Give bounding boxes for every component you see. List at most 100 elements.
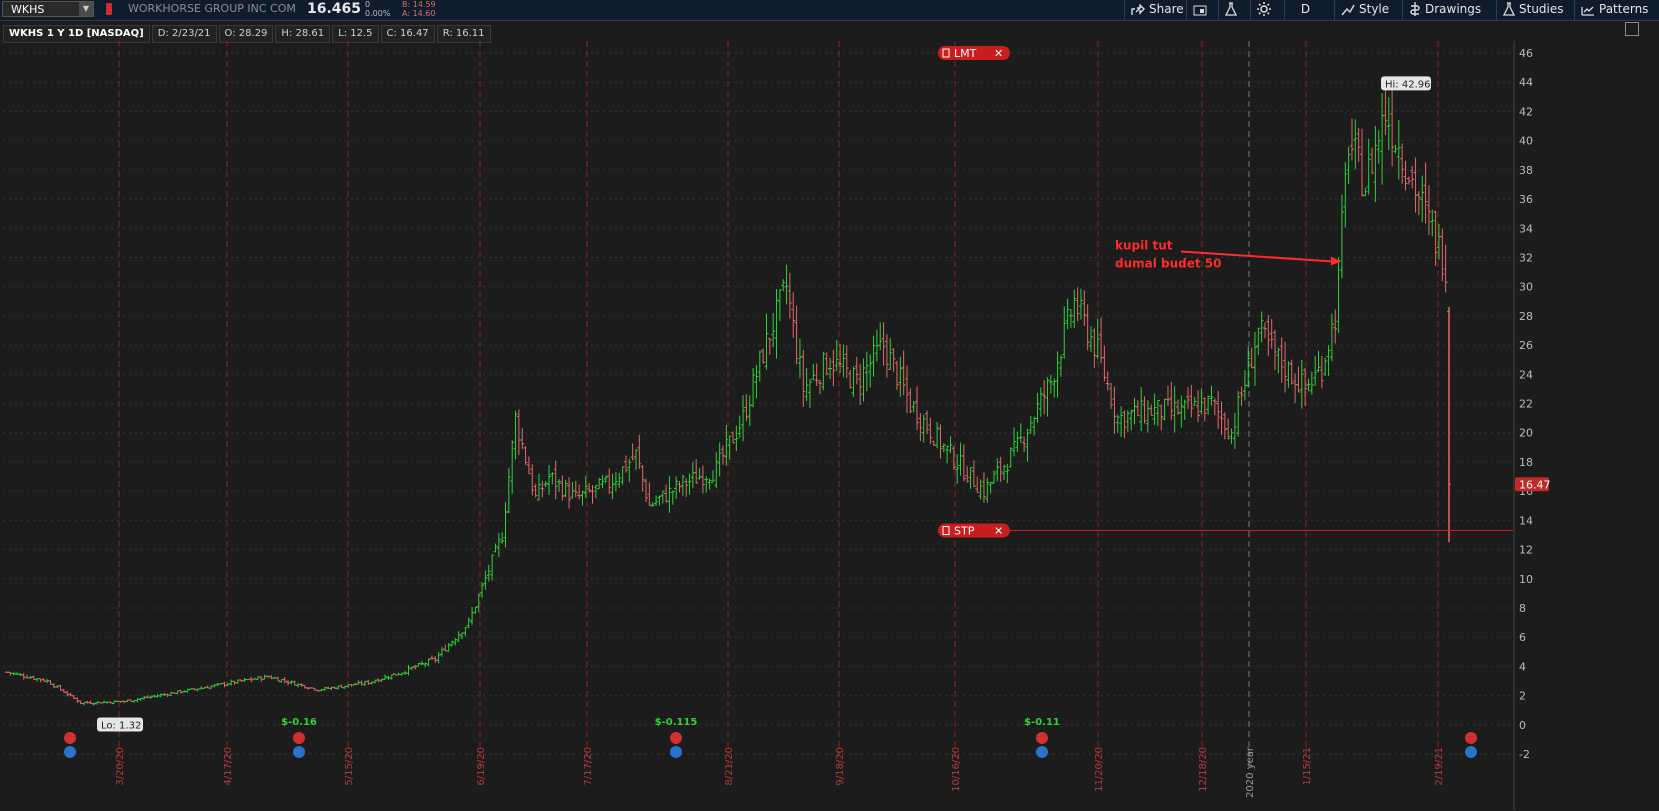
- style-icon: [1341, 4, 1355, 16]
- dividend-icon: [64, 746, 76, 758]
- maximize-icon[interactable]: [1625, 22, 1639, 36]
- chart-title: WKHS 1 Y 1D [NASDAQ]: [3, 25, 150, 43]
- arrow-head-icon: [1331, 256, 1341, 266]
- y-tick-label: 36: [1519, 193, 1533, 206]
- info-date: D: 2/23/21: [151, 25, 217, 43]
- earnings-icon: [293, 732, 305, 744]
- share-button[interactable]: Share: [1124, 0, 1186, 20]
- x-tick-label: 2020 year: [1245, 746, 1256, 798]
- dividend-label: $-0.11: [1024, 717, 1060, 728]
- last-price: 16.465: [307, 1, 362, 17]
- y-tick-label: 40: [1519, 135, 1533, 148]
- current-price-badge: [1515, 477, 1549, 492]
- y-tick-label: 20: [1519, 427, 1533, 440]
- x-axis-labels: 3/20/20 4/17/20 5/15/20 6/19/20 7/17/20 8/21/…: [115, 746, 1445, 798]
- earnings-icon: [670, 732, 682, 744]
- patterns-button[interactable]: Patterns: [1574, 0, 1659, 20]
- y-tick-label: 12: [1519, 544, 1533, 557]
- annotation-text: kupil tut: [1115, 238, 1173, 252]
- x-tick-label: 9/18/20: [835, 747, 846, 786]
- symbol-text: WKHS: [11, 3, 45, 16]
- y-tick-label: -2: [1519, 748, 1530, 761]
- y-tick-label: 2: [1519, 690, 1526, 703]
- chevron-down-icon[interactable]: ▼: [79, 2, 93, 16]
- x-tick-label: 12/18/20: [1198, 747, 1209, 792]
- x-tick-label: 2/19/21: [1434, 747, 1445, 786]
- y-tick-label: 42: [1519, 105, 1533, 118]
- order-drag-icon: [942, 48, 950, 58]
- x-tick-label: 7/17/20: [583, 747, 594, 786]
- calendar-icon: [1193, 5, 1207, 16]
- y-tick-label: 18: [1519, 456, 1533, 469]
- flask-icon: [1502, 2, 1516, 16]
- x-tick-label: 4/17/20: [223, 747, 234, 786]
- flag-icon[interactable]: [106, 3, 112, 15]
- y-tick-label: 38: [1519, 164, 1533, 177]
- hi-label: Hi: 42.96: [1385, 79, 1430, 90]
- info-low: L: 12.5: [332, 25, 379, 43]
- hi-label-box: [1381, 76, 1431, 91]
- timeframe-button[interactable]: D: [1284, 0, 1326, 20]
- top-toolbar: WKHS ▼ WORKHORSE GROUP INC COM 16.465 0 …: [0, 0, 1659, 21]
- flask-icon: [1224, 2, 1238, 16]
- y-tick-label: 4: [1519, 660, 1526, 673]
- symbol-selector[interactable]: WKHS ▼: [2, 1, 94, 17]
- x-tick-label: 5/15/20: [344, 747, 355, 786]
- y-tick-label: 6: [1519, 631, 1526, 644]
- dividend-icon: [293, 746, 305, 758]
- close-icon: ✕: [994, 47, 1003, 60]
- lo-label: Lo: 1.32: [101, 721, 141, 732]
- stp-order-pill: [938, 523, 1010, 538]
- close-icon: ✕: [994, 525, 1003, 538]
- studies-button[interactable]: Studies: [1496, 0, 1574, 20]
- change-value: 0: [365, 0, 371, 9]
- chart-overlays: 16.47 LMT ✕ STP ✕ Hi: 42.96 Lo: 1.32 kupil tut d…: [64, 46, 1551, 758]
- settings-button[interactable]: [1250, 0, 1282, 20]
- ask-price: A: 14.60: [402, 9, 436, 18]
- drawings-button[interactable]: Drawings: [1402, 0, 1496, 20]
- y-tick-label: 0: [1519, 719, 1526, 732]
- chart-grid: [3, 52, 1513, 755]
- y-tick-label: 22: [1519, 398, 1533, 411]
- y-tick-label: 26: [1519, 339, 1533, 352]
- ohlc-bars: [5, 84, 1451, 706]
- price-change: 0 0.00%: [365, 0, 390, 18]
- y-tick-label: 28: [1519, 310, 1533, 323]
- style-button[interactable]: Style: [1334, 0, 1402, 20]
- y-tick-label: 34: [1519, 222, 1533, 235]
- lo-label-box: [97, 717, 143, 732]
- drawings-icon: [1410, 2, 1420, 16]
- y-tick-label: 14: [1519, 514, 1533, 527]
- price-chart[interactable]: 3/20/20 4/17/20 5/15/20 6/19/20 7/17/20 8/21/…: [3, 41, 1659, 810]
- price-info-bar: WKHS 1 Y 1D [NASDAQ] D: 2/23/21 O: 28.29 H:…: [3, 21, 493, 43]
- stp-order-label: STP: [954, 525, 975, 538]
- x-tick-label: 1/15/21: [1302, 747, 1313, 786]
- earnings-icon: [64, 732, 76, 744]
- y-tick-label: 8: [1519, 602, 1526, 615]
- dividend-label: $-0.16: [281, 717, 317, 728]
- calendar-button[interactable]: [1186, 0, 1218, 20]
- y-tick-label: 24: [1519, 368, 1533, 381]
- order-drag-icon: [942, 526, 950, 536]
- lab-button[interactable]: [1218, 0, 1250, 20]
- share-icon: [1131, 3, 1145, 15]
- info-high: H: 28.61: [275, 25, 331, 43]
- x-tick-label: 8/21/20: [724, 747, 735, 786]
- y-tick-label: 32: [1519, 251, 1533, 264]
- dividend-label: $-0.115: [655, 717, 698, 728]
- x-tick-label: 10/16/20: [951, 747, 962, 792]
- y-tick-label: 10: [1519, 573, 1533, 586]
- annotation-text: dumal budet 50: [1115, 256, 1222, 270]
- annotation-arrow: [1180, 250, 1334, 263]
- dividend-icon: [1465, 746, 1477, 758]
- y-tick-label: 44: [1519, 76, 1533, 89]
- x-tick-label: 3/20/20: [115, 747, 126, 786]
- y-tick-label: 46: [1519, 47, 1533, 60]
- bid-price: B: 14.59: [402, 0, 436, 9]
- chart-vertical-markers: [118, 41, 1439, 771]
- info-open: O: 28.29: [218, 25, 274, 43]
- info-range: R: 16.11: [436, 25, 491, 43]
- dividend-icon: [1036, 746, 1048, 758]
- dividend-icon: [670, 746, 682, 758]
- earnings-icon: [1036, 732, 1048, 744]
